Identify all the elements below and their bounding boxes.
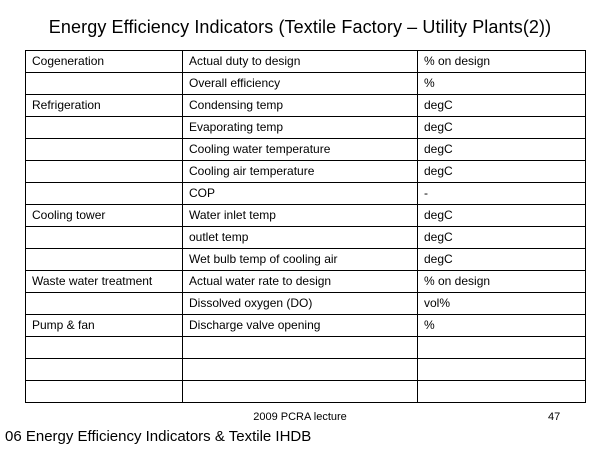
plant-cell [25, 248, 183, 271]
indicator-cell: COP [182, 182, 418, 205]
indicator-cell: Wet bulb temp of cooling air [182, 248, 418, 271]
slide-title: Energy Efficiency Indicators (Textile Fa… [48, 17, 552, 37]
table-row: Cooling tower Water inlet temp degC [25, 204, 586, 227]
unit-cell [417, 380, 586, 403]
plant-cell [25, 72, 183, 95]
plant-cell: Cogeneration [25, 50, 183, 73]
indicator-cell: Actual water rate to design [182, 270, 418, 293]
plant-cell: Refrigeration [25, 94, 183, 117]
indicator-cell: Condensing temp [182, 94, 418, 117]
plant-cell [25, 182, 183, 205]
plant-cell [25, 292, 183, 315]
indicator-cell [182, 380, 418, 403]
unit-cell: - [417, 182, 586, 205]
indicator-cell: Overall efficiency [182, 72, 418, 95]
indicators-table: Cogeneration Actual duty to design % on … [25, 50, 586, 403]
indicator-cell [182, 358, 418, 381]
table-row [25, 380, 586, 403]
table-row: COP - [25, 182, 586, 205]
table-row: Overall efficiency % [25, 72, 586, 95]
table-row: Refrigeration Condensing temp degC [25, 94, 586, 117]
unit-cell: % on design [417, 50, 586, 73]
indicator-cell: Cooling water temperature [182, 138, 418, 161]
plant-cell [25, 116, 183, 139]
unit-cell: degC [417, 94, 586, 117]
unit-cell: vol% [417, 292, 586, 315]
table-row: Cogeneration Actual duty to design % on … [25, 50, 586, 73]
unit-cell: degC [417, 160, 586, 183]
indicator-cell: outlet temp [182, 226, 418, 249]
indicator-cell [182, 336, 418, 359]
table-row: Cooling water temperature degC [25, 138, 586, 161]
unit-cell: % on design [417, 270, 586, 293]
unit-cell: degC [417, 226, 586, 249]
table-row: Waste water treatment Actual water rate … [25, 270, 586, 293]
plant-cell [25, 226, 183, 249]
unit-cell [417, 358, 586, 381]
unit-cell: degC [417, 204, 586, 227]
footer-note: 06 Energy Efficiency Indicators & Textil… [5, 428, 312, 445]
unit-cell: % [417, 72, 586, 95]
table-row: outlet temp degC [25, 226, 586, 249]
table-row: Pump & fan Discharge valve opening % [25, 314, 586, 337]
unit-cell: degC [417, 138, 586, 161]
table-row: Dissolved oxygen (DO) vol% [25, 292, 586, 315]
unit-cell: % [417, 314, 586, 337]
unit-cell: degC [417, 116, 586, 139]
unit-cell [417, 336, 586, 359]
table-row [25, 358, 586, 381]
page-number: 47 [548, 411, 561, 423]
plant-cell [25, 160, 183, 183]
indicator-cell: Water inlet temp [182, 204, 418, 227]
plant-cell [25, 358, 183, 381]
indicator-cell: Actual duty to design [182, 50, 418, 73]
footer-lecture: 2009 PCRA lecture [253, 411, 347, 423]
table-row: Wet bulb temp of cooling air degC [25, 248, 586, 271]
indicator-cell: Evaporating temp [182, 116, 418, 139]
plant-cell [25, 380, 183, 403]
unit-cell: degC [417, 248, 586, 271]
plant-cell [25, 336, 183, 359]
plant-cell: Pump & fan [25, 314, 183, 337]
table-row: Cooling air temperature degC [25, 160, 586, 183]
indicator-cell: Cooling air temperature [182, 160, 418, 183]
indicator-cell: Discharge valve opening [182, 314, 418, 337]
plant-cell [25, 138, 183, 161]
table-row: Evaporating temp degC [25, 116, 586, 139]
plant-cell: Cooling tower [25, 204, 183, 227]
indicator-cell: Dissolved oxygen (DO) [182, 292, 418, 315]
table-row [25, 336, 586, 359]
plant-cell: Waste water treatment [25, 270, 183, 293]
